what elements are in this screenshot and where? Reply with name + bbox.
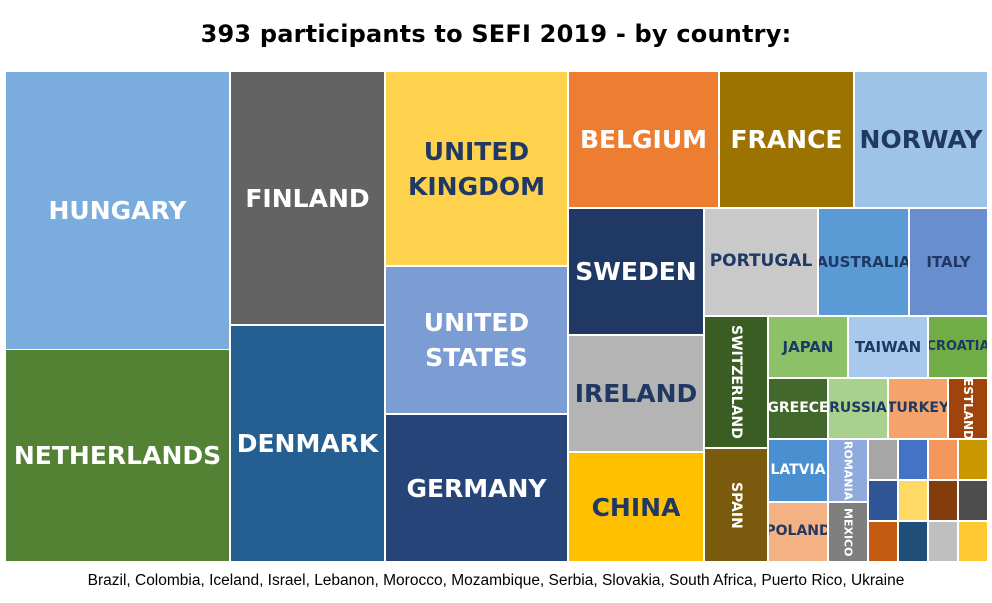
treemap-cell-finland: FINLAND bbox=[230, 71, 385, 325]
treemap-cell-france: FRANCE bbox=[719, 71, 854, 208]
treemap-cell-switzerland: SWITZERLAND bbox=[704, 316, 768, 448]
treemap-label-netherlands: NETHERLANDS bbox=[13, 441, 222, 470]
treemap-label-belgium: BELGIUM bbox=[579, 125, 708, 154]
treemap-label-spain: SPAIN bbox=[728, 481, 744, 529]
treemap-cell-germany: GERMANY bbox=[385, 414, 568, 562]
treemap-cell-spain: SPAIN bbox=[704, 448, 768, 562]
treemap-cell-croatia: CROATIA bbox=[928, 316, 988, 378]
treemap-cell-unlabeled-35 bbox=[928, 480, 958, 521]
treemap-cell-poland: POLAND bbox=[768, 502, 828, 562]
treemap-cell-estland: ESTLAND bbox=[948, 378, 988, 439]
treemap-label-latvia: LATVIA bbox=[770, 461, 826, 478]
treemap-label-switzerland: SWITZERLAND bbox=[728, 325, 744, 439]
treemap-label-china: CHINA bbox=[591, 492, 681, 522]
treemap-label-russia: RUSSIA bbox=[829, 399, 887, 416]
treemap-label-sweden: SWEDEN bbox=[575, 257, 697, 286]
treemap-cell-china: CHINA bbox=[568, 452, 704, 562]
treemap-label-denmark: DENMARK bbox=[236, 429, 379, 458]
treemap-cell-australia: AUSTRALIA bbox=[818, 208, 909, 316]
treemap-cell-unlabeled-33 bbox=[868, 480, 898, 521]
treemap-cell-unlabeled-40 bbox=[958, 521, 988, 562]
treemap-label-romania: ROMANIA bbox=[841, 440, 855, 501]
treemap-cell-belgium: BELGIUM bbox=[568, 71, 719, 208]
treemap-label-australia: AUSTRALIA bbox=[818, 252, 909, 271]
treemap-label-greece: GREECE bbox=[768, 399, 828, 416]
treemap-cell-japan: JAPAN bbox=[768, 316, 848, 378]
treemap-cell-turkey: TURKEY bbox=[888, 378, 948, 439]
treemap-cell-unlabeled-34 bbox=[898, 480, 928, 521]
treemap-label-ireland: IRELAND bbox=[574, 379, 698, 408]
treemap-cell-greece: GREECE bbox=[768, 378, 828, 439]
treemap-label-turkey: TURKEY bbox=[888, 399, 948, 416]
treemap-cell-united-states: UNITED STATES bbox=[385, 266, 568, 414]
treemap-cell-mexico: MEXICO bbox=[828, 502, 868, 562]
treemap-label-mexico: MEXICO bbox=[841, 507, 855, 557]
treemap-cell-unlabeled-30 bbox=[898, 439, 928, 480]
treemap-cell-unlabeled-32 bbox=[958, 439, 988, 480]
chart-title: 393 participants to SEFI 2019 - by count… bbox=[200, 20, 792, 48]
treemap-label-finland: FINLAND bbox=[245, 183, 370, 213]
treemap-cell-russia: RUSSIA bbox=[828, 378, 888, 439]
treemap-label-japan: JAPAN bbox=[782, 337, 834, 356]
treemap-label-croatia: CROATIA bbox=[928, 338, 988, 354]
treemap-label-united-kingdom: UNITED KINGDOM bbox=[408, 136, 545, 201]
treemap-cell-unlabeled-37 bbox=[868, 521, 898, 562]
treemap-cell-romania: ROMANIA bbox=[828, 439, 868, 502]
treemap-cell-latvia: LATVIA bbox=[768, 439, 828, 502]
treemap-cell-italy: ITALY bbox=[909, 208, 988, 316]
treemap-cell-denmark: DENMARK bbox=[230, 325, 385, 562]
treemap-label-united-states: UNITED STATES bbox=[423, 308, 530, 372]
treemap-cell-unlabeled-39 bbox=[928, 521, 958, 562]
treemap-label-norway: NORWAY bbox=[859, 125, 983, 154]
treemap-cell-hungary: HUNGARY bbox=[5, 71, 230, 350]
treemap-cell-portugal: PORTUGAL bbox=[704, 208, 818, 316]
treemap-cell-ireland: IRELAND bbox=[568, 335, 704, 452]
treemap-cell-norway: NORWAY bbox=[854, 71, 988, 208]
treemap-cell-sweden: SWEDEN bbox=[568, 208, 704, 335]
treemap-label-portugal: PORTUGAL bbox=[709, 251, 813, 272]
treemap-cell-netherlands: NETHERLANDS bbox=[5, 349, 230, 562]
treemap-label-germany: GERMANY bbox=[406, 473, 547, 503]
treemap-cell-unlabeled-38 bbox=[898, 521, 928, 562]
treemap-cell-unlabeled-36 bbox=[958, 480, 988, 521]
treemap-label-estland: ESTLAND bbox=[961, 378, 975, 439]
treemap-label-hungary: HUNGARY bbox=[48, 196, 187, 225]
treemap-cell-united-kingdom: UNITED KINGDOM bbox=[385, 71, 568, 266]
treemap-cell-unlabeled-31 bbox=[928, 439, 958, 480]
treemap-label-italy: ITALY bbox=[926, 252, 971, 271]
footnote-other-countries: Brazil, Colombia, Iceland, Israel, Leban… bbox=[87, 572, 905, 589]
treemap-cell-unlabeled-29 bbox=[868, 439, 898, 480]
treemap-cell-taiwan: TAIWAN bbox=[848, 316, 928, 378]
treemap-label-taiwan: TAIWAN bbox=[854, 337, 922, 356]
treemap-label-france: FRANCE bbox=[730, 125, 843, 154]
treemap-label-poland: POLAND bbox=[768, 523, 828, 540]
